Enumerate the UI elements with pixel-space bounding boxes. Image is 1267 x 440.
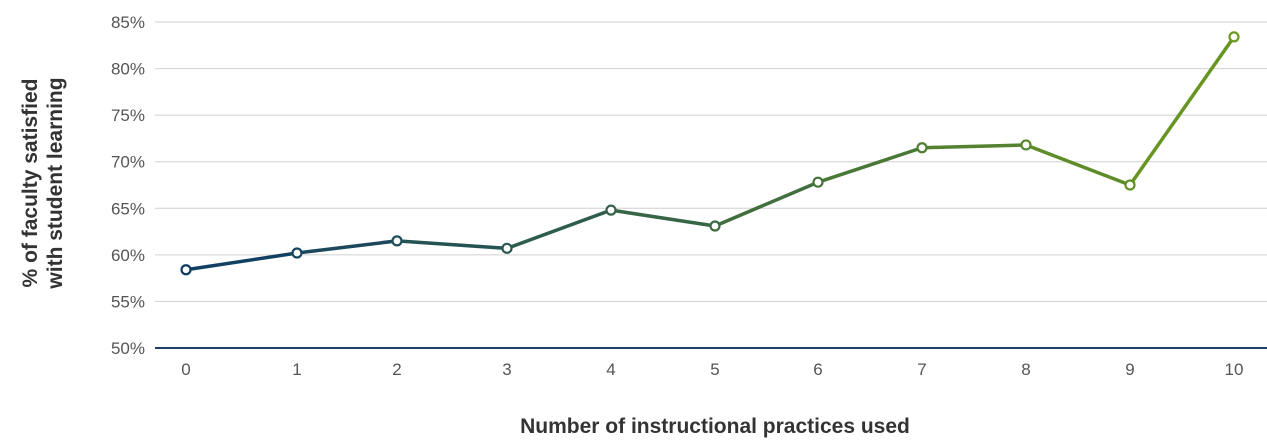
- data-point: [291, 247, 303, 259]
- x-tick-label: 0: [181, 360, 190, 379]
- line-segment: [505, 208, 613, 251]
- line-segment: [713, 180, 820, 228]
- line-segment: [184, 251, 299, 272]
- x-tick-label: 7: [917, 360, 926, 379]
- y-tick-label: 50%: [111, 339, 145, 358]
- gridlines: [155, 21, 1267, 349]
- y-tick-label: 55%: [111, 292, 145, 311]
- line-segment: [1024, 143, 1132, 187]
- line-segment: [920, 143, 1028, 150]
- data-point: [1124, 179, 1136, 191]
- x-axis-title: Number of instructional practices used: [520, 415, 910, 438]
- x-tick-label: 4: [606, 360, 615, 379]
- data-point: [605, 204, 617, 216]
- line-segment: [295, 239, 399, 255]
- x-axis: 0 1 2 3 4 5 6 7 8 9 10: [181, 360, 1243, 379]
- x-tick-label: 5: [710, 360, 719, 379]
- data-point: [391, 235, 403, 247]
- y-tick-label: 70%: [111, 153, 145, 172]
- data-point: [916, 142, 928, 154]
- x-tick-label: 1: [292, 360, 301, 379]
- data-point: [180, 264, 192, 276]
- x-tick-label: 9: [1125, 360, 1134, 379]
- line-segment: [395, 239, 509, 251]
- x-tick-label: 2: [392, 360, 401, 379]
- line-segment: [816, 145, 924, 184]
- y-axis-title-line-2: with student learning: [44, 77, 67, 289]
- data-point: [1020, 139, 1032, 151]
- y-axis: 50% 55% 60% 65% 70% 75% 80% 85%: [111, 13, 145, 358]
- line-segment: [609, 208, 717, 228]
- x-tick-label: 8: [1021, 360, 1030, 379]
- x-tick-label: 6: [813, 360, 822, 379]
- y-tick-label: 85%: [111, 13, 145, 32]
- data-point: [1228, 31, 1240, 43]
- x-tick-label: 3: [502, 360, 511, 379]
- data-point: [812, 176, 824, 188]
- y-tick-label: 60%: [111, 246, 145, 265]
- series-points: [180, 31, 1240, 276]
- y-axis-title-line-1: % of faculty satisfied: [19, 79, 42, 288]
- x-tick-label: 10: [1225, 360, 1244, 379]
- data-point: [501, 242, 513, 254]
- line-segment: [1128, 35, 1236, 187]
- data-point: [709, 220, 721, 232]
- y-tick-label: 65%: [111, 199, 145, 218]
- series-line: [184, 35, 1236, 272]
- y-tick-label: 75%: [111, 106, 145, 125]
- y-tick-label: 80%: [111, 60, 145, 79]
